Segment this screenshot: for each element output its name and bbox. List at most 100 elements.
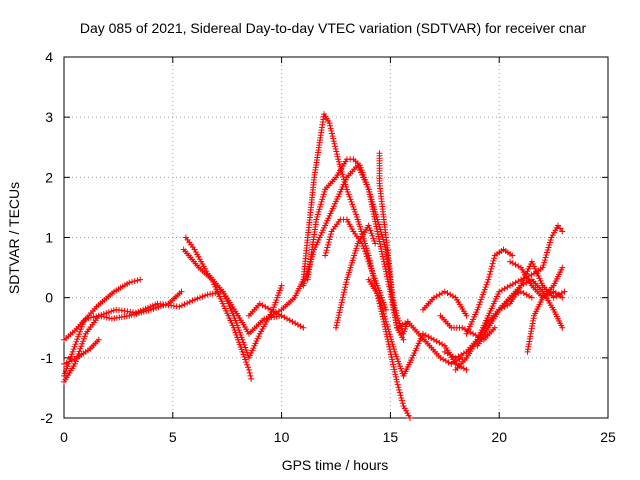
interpolated-markers	[530, 284, 544, 299]
interpolated-markers	[451, 356, 463, 366]
interpolated-markers	[301, 248, 317, 287]
interpolated-markers	[281, 314, 293, 324]
interpolated-markers	[475, 279, 491, 311]
interpolated-markers	[236, 314, 251, 335]
interpolated-markers	[240, 351, 252, 371]
y-tick-label: 2	[45, 169, 53, 185]
y-tick-label: -2	[41, 410, 54, 426]
data-point	[365, 222, 372, 229]
data-point	[559, 228, 566, 235]
data-point	[343, 186, 350, 193]
data-point	[559, 324, 566, 331]
data-point	[335, 156, 342, 163]
interpolated-markers	[498, 296, 512, 311]
data-point	[561, 288, 568, 295]
interpolated-markers	[482, 326, 497, 341]
data-series	[61, 336, 102, 367]
interpolated-markers	[355, 164, 371, 190]
data-point	[400, 336, 407, 343]
interpolated-markers	[182, 248, 201, 269]
x-axis-label: GPS time / hours	[282, 457, 389, 473]
interpolated-markers	[247, 317, 266, 335]
interpolated-markers	[532, 296, 545, 317]
interpolated-markers	[475, 315, 491, 341]
data-point	[485, 276, 492, 283]
data-point	[383, 306, 390, 313]
interpolated-markers	[352, 158, 361, 167]
x-tick-label: 0	[60, 429, 68, 445]
data-series	[496, 258, 568, 313]
interpolated-markers	[444, 350, 456, 360]
data-series	[524, 264, 566, 355]
interpolated-markers	[366, 225, 378, 244]
data-point	[245, 366, 252, 373]
ticks-layer: 0 5 10 15 20 25 -2 -1 0 1 2 3 4	[41, 49, 616, 445]
interpolated-markers	[366, 188, 380, 233]
interpolated-markers	[129, 277, 141, 285]
interpolated-markers	[360, 243, 371, 262]
interpolated-markers	[498, 284, 511, 294]
interpolated-markers	[385, 255, 396, 299]
interpolated-markers	[508, 284, 523, 305]
interpolated-markers	[394, 381, 406, 407]
data-point	[441, 288, 448, 295]
interpolated-markers	[327, 122, 341, 160]
data-point	[539, 264, 546, 271]
interpolated-markers	[63, 356, 78, 366]
interpolated-markers	[540, 237, 554, 269]
interpolated-markers	[197, 266, 214, 281]
data-point	[204, 291, 211, 298]
interpolated-markers	[541, 284, 555, 299]
data-point	[95, 336, 102, 343]
interpolated-markers	[246, 369, 254, 379]
interpolated-markers	[524, 315, 537, 353]
interpolated-markers	[192, 248, 210, 275]
data-series	[61, 276, 144, 379]
interpolated-markers	[494, 248, 505, 258]
interpolated-markers	[387, 351, 400, 383]
data-point	[491, 324, 498, 331]
interpolated-markers	[334, 176, 349, 202]
interpolated-markers	[374, 230, 387, 263]
interpolated-markers	[113, 280, 131, 294]
interpolated-markers	[98, 313, 113, 322]
interpolated-markers	[475, 327, 490, 347]
interpolated-markers	[366, 260, 380, 287]
data-point	[333, 324, 339, 331]
data-point	[559, 294, 566, 301]
y-tick-label: 1	[45, 230, 53, 246]
x-tick-label: 10	[274, 429, 290, 445]
interpolated-markers	[401, 405, 412, 419]
interpolated-markers	[502, 248, 514, 258]
interpolated-markers	[167, 290, 183, 305]
interpolated-markers	[62, 363, 77, 383]
interpolated-markers	[322, 113, 332, 124]
interpolated-markers	[387, 291, 400, 329]
interpolated-markers	[464, 309, 480, 335]
data-point	[430, 336, 437, 343]
interpolated-markers	[135, 301, 159, 315]
data-point	[189, 297, 196, 304]
data-series	[333, 222, 379, 331]
interpolated-markers	[111, 313, 130, 322]
data-point	[239, 348, 246, 355]
chart-title: Day 085 of 2021, Sidereal Day-to-day VTE…	[80, 20, 587, 36]
interpolated-markers	[486, 308, 501, 329]
interpolated-markers	[486, 255, 498, 280]
interpolated-markers	[401, 357, 415, 377]
interpolated-markers	[464, 339, 480, 359]
interpolated-markers	[557, 225, 564, 232]
interpolated-markers	[84, 314, 101, 335]
interpolated-markers	[76, 347, 91, 360]
data-point	[278, 282, 285, 289]
interpolated-markers	[344, 188, 360, 220]
interpolated-markers	[433, 290, 446, 300]
interpolated-markers	[270, 285, 284, 311]
interpolated-markers	[323, 200, 338, 227]
data-point	[322, 252, 329, 259]
data-point	[463, 312, 470, 319]
data-point	[300, 324, 307, 331]
data-point	[389, 294, 396, 301]
interpolated-markers	[428, 344, 442, 359]
data-point	[376, 294, 383, 301]
